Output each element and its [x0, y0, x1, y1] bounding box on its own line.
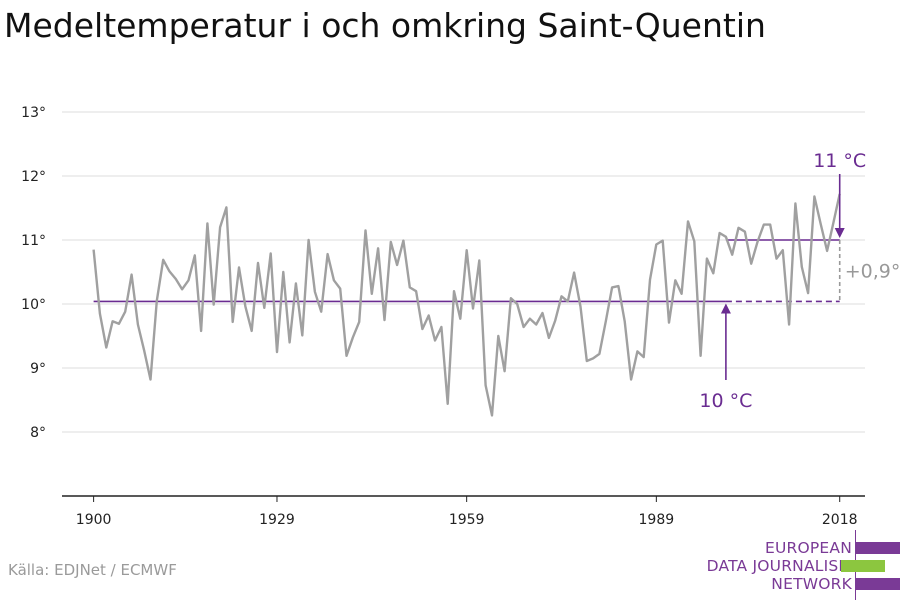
label-10c: 10 °C [699, 390, 752, 412]
y-tick-label: 11° [21, 233, 46, 249]
logo-bar-purple-bottom [856, 578, 900, 590]
logo-bar-purple-top [856, 542, 900, 554]
x-tick-label: 1929 [259, 512, 295, 528]
logo-bar-green [841, 560, 885, 572]
grid-lines [62, 111, 865, 433]
difference-label: +0,9° [845, 261, 900, 283]
x-tick-label: 1959 [449, 512, 485, 528]
y-tick-label: 13° [21, 105, 46, 121]
logo-line-3: NETWORK [771, 575, 852, 593]
edjnet-logo[interactable]: EUROPEAN DATA JOURNALISM NETWORK [700, 530, 900, 600]
logo-line-1: EUROPEAN [764, 539, 852, 557]
temperature-series-line [92, 193, 841, 417]
y-tick-label: 9° [30, 361, 46, 377]
y-tick-label: 12° [21, 169, 46, 185]
logo-line-2: DATA JOURNALISM [706, 557, 852, 575]
y-tick-label: 8° [30, 425, 46, 441]
arrow-10c-head [720, 303, 731, 314]
x-tick-label: 1989 [639, 512, 675, 528]
source-label: Källa: EDJNet / ECMWF [8, 561, 177, 579]
annotations: 10 °C 11 °C +0,9° [699, 150, 900, 412]
y-axis-tick-labels: 8° 9° 10° 11° 12° 13° [21, 105, 46, 441]
chart-title: Medeltemperatur i och omkring Saint-Quen… [4, 6, 766, 45]
x-tick-label: 1900 [76, 512, 112, 528]
y-tick-label: 10° [21, 297, 46, 313]
x-axis: 1900 1929 1959 1989 2018 [62, 495, 865, 528]
arrow-11c-head [834, 228, 845, 238]
x-tick-label: 2018 [822, 512, 858, 528]
label-11c: 11 °C [813, 150, 866, 172]
series-layer [92, 193, 841, 417]
